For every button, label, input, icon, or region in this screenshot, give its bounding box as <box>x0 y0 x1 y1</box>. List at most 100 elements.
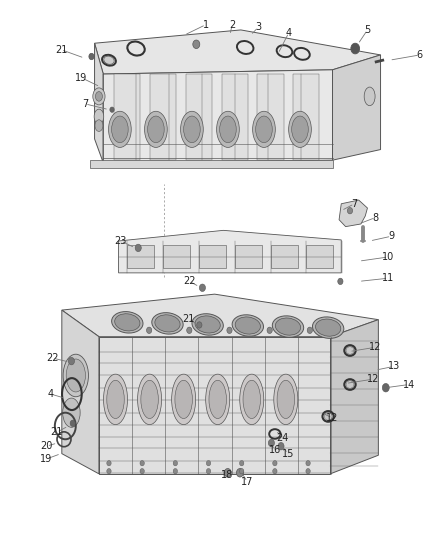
Text: 7: 7 <box>351 199 357 209</box>
Text: 4: 4 <box>286 28 292 38</box>
Polygon shape <box>186 74 212 160</box>
Polygon shape <box>62 294 378 337</box>
Circle shape <box>206 469 211 474</box>
Polygon shape <box>62 310 99 474</box>
Text: 6: 6 <box>417 50 423 60</box>
Text: 13: 13 <box>388 361 400 372</box>
Ellipse shape <box>253 111 276 148</box>
Ellipse shape <box>104 56 114 64</box>
Text: 3: 3 <box>255 22 261 33</box>
Text: 11: 11 <box>382 273 395 283</box>
Ellipse shape <box>95 120 103 132</box>
Polygon shape <box>127 245 154 268</box>
Polygon shape <box>330 320 378 474</box>
Polygon shape <box>332 55 381 160</box>
Text: 19: 19 <box>40 454 53 464</box>
Circle shape <box>227 327 232 334</box>
Text: 10: 10 <box>382 252 395 262</box>
Circle shape <box>240 461 244 466</box>
Circle shape <box>237 469 244 477</box>
Ellipse shape <box>184 116 200 143</box>
Circle shape <box>347 207 353 214</box>
Ellipse shape <box>364 87 375 106</box>
Ellipse shape <box>115 314 140 331</box>
Circle shape <box>110 107 114 112</box>
Polygon shape <box>99 337 330 474</box>
Circle shape <box>224 469 231 477</box>
Text: 22: 22 <box>46 353 58 363</box>
Circle shape <box>267 327 272 334</box>
Polygon shape <box>271 245 297 268</box>
Ellipse shape <box>346 381 354 388</box>
Ellipse shape <box>107 380 124 418</box>
Ellipse shape <box>315 319 341 336</box>
Ellipse shape <box>63 354 88 397</box>
Ellipse shape <box>346 347 354 354</box>
Polygon shape <box>95 43 103 163</box>
Ellipse shape <box>180 111 203 148</box>
Text: 2: 2 <box>229 20 235 30</box>
Ellipse shape <box>112 312 143 333</box>
Text: 17: 17 <box>241 477 254 487</box>
Text: 9: 9 <box>389 231 395 241</box>
Ellipse shape <box>66 359 85 392</box>
Ellipse shape <box>103 374 127 425</box>
Text: 16: 16 <box>269 445 281 455</box>
Ellipse shape <box>93 88 105 105</box>
Text: 7: 7 <box>82 99 88 109</box>
Circle shape <box>140 469 145 474</box>
Circle shape <box>278 442 284 450</box>
Circle shape <box>140 461 145 466</box>
Ellipse shape <box>206 374 230 425</box>
Ellipse shape <box>141 380 158 418</box>
Ellipse shape <box>312 317 344 338</box>
Ellipse shape <box>195 316 220 333</box>
Polygon shape <box>199 245 226 268</box>
Circle shape <box>199 284 205 292</box>
Ellipse shape <box>109 111 131 148</box>
Text: 15: 15 <box>282 449 294 458</box>
Text: 12: 12 <box>367 374 379 384</box>
Ellipse shape <box>209 380 226 418</box>
Circle shape <box>173 461 177 466</box>
Text: 21: 21 <box>50 427 63 438</box>
Ellipse shape <box>235 317 261 334</box>
Circle shape <box>147 327 152 334</box>
Polygon shape <box>150 74 176 160</box>
Ellipse shape <box>272 316 304 337</box>
Text: 22: 22 <box>183 277 195 286</box>
Text: 19: 19 <box>75 73 88 83</box>
Circle shape <box>68 358 74 365</box>
Polygon shape <box>163 245 190 268</box>
Ellipse shape <box>152 313 183 334</box>
Polygon shape <box>258 74 284 160</box>
Ellipse shape <box>138 374 162 425</box>
Text: 20: 20 <box>40 441 53 451</box>
Circle shape <box>187 327 192 334</box>
Text: 24: 24 <box>276 433 289 443</box>
Circle shape <box>240 469 244 474</box>
Circle shape <box>107 469 111 474</box>
Ellipse shape <box>95 92 102 101</box>
Circle shape <box>306 469 310 474</box>
Text: 14: 14 <box>403 379 415 390</box>
Circle shape <box>307 327 312 334</box>
Text: 12: 12 <box>369 342 381 352</box>
Ellipse shape <box>240 374 264 425</box>
Polygon shape <box>119 230 341 273</box>
Circle shape <box>173 469 177 474</box>
Ellipse shape <box>192 314 223 335</box>
Circle shape <box>135 244 141 252</box>
Text: 8: 8 <box>372 213 378 223</box>
Text: 18: 18 <box>221 470 233 480</box>
Circle shape <box>206 461 211 466</box>
Ellipse shape <box>324 413 332 420</box>
Circle shape <box>193 40 200 49</box>
Ellipse shape <box>148 116 164 143</box>
Polygon shape <box>95 30 381 74</box>
Circle shape <box>273 461 277 466</box>
Circle shape <box>89 53 94 60</box>
Ellipse shape <box>112 116 128 143</box>
Polygon shape <box>293 74 319 160</box>
Text: 23: 23 <box>115 236 127 246</box>
